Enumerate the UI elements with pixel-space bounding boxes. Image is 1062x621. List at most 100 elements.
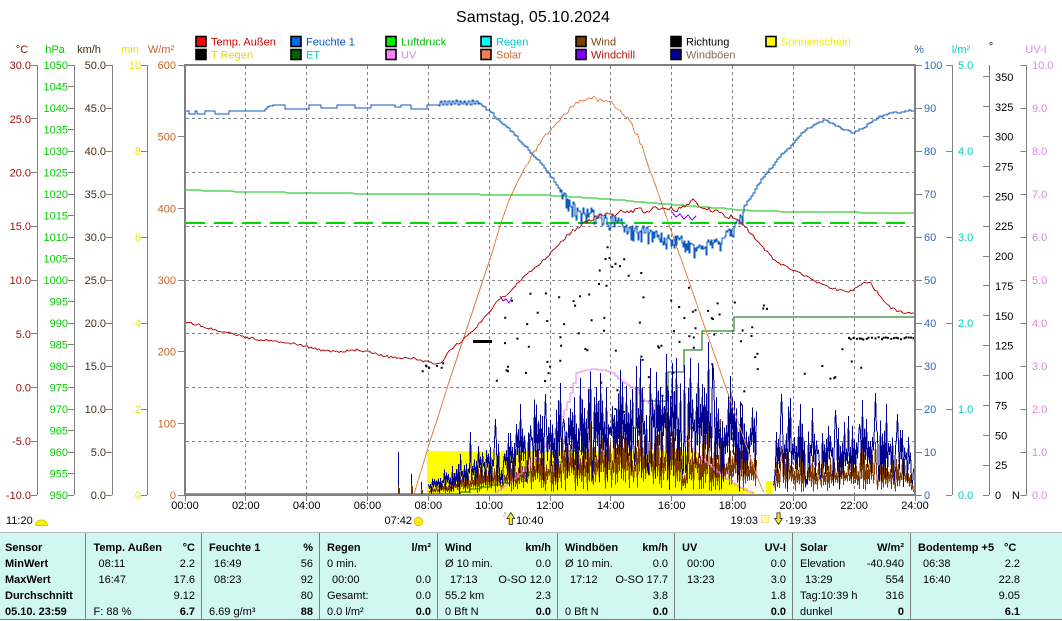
svg-text:10: 10 — [924, 447, 936, 459]
svg-text:5.0: 5.0 — [16, 329, 31, 341]
svg-text:6.7: 6.7 — [180, 606, 195, 618]
svg-text:Temp. Außen: Temp. Außen — [94, 542, 163, 554]
svg-text:-10.0: -10.0 — [6, 490, 31, 502]
svg-text:40.0: 40.0 — [85, 146, 106, 158]
svg-text:56: 56 — [301, 558, 313, 570]
svg-text:1035: 1035 — [44, 125, 68, 137]
svg-text:125: 125 — [995, 341, 1013, 353]
svg-text:l/m²: l/m² — [411, 542, 431, 554]
svg-text:5.0: 5.0 — [91, 447, 106, 459]
svg-text:16:40: 16:40 — [923, 574, 951, 586]
svg-text:990: 990 — [50, 318, 68, 330]
svg-text:06:00: 06:00 — [354, 500, 382, 512]
svg-text:02:00: 02:00 — [232, 500, 260, 512]
svg-text:25: 25 — [995, 460, 1007, 472]
svg-text:20.0: 20.0 — [85, 318, 106, 330]
svg-text:150: 150 — [995, 311, 1013, 323]
svg-text:17:12: 17:12 — [570, 574, 598, 586]
svg-text:Bodentemp +5: Bodentemp +5 — [918, 542, 994, 554]
svg-text:35.0: 35.0 — [85, 189, 106, 201]
svg-text:UV-I: UV-I — [765, 542, 786, 554]
svg-text:N: N — [1012, 490, 1020, 502]
svg-text:00:00: 00:00 — [171, 500, 199, 512]
svg-text:Solar: Solar — [496, 50, 522, 62]
svg-text:min: min — [121, 44, 139, 56]
svg-text:30.0: 30.0 — [85, 232, 106, 244]
svg-text:Windböen: Windböen — [686, 50, 736, 62]
svg-text:1045: 1045 — [44, 82, 68, 94]
svg-text:0.0: 0.0 — [771, 606, 786, 618]
svg-text:22:00: 22:00 — [840, 500, 868, 512]
svg-text:°C: °C — [1004, 542, 1016, 554]
svg-text:MinWert: MinWert — [5, 558, 49, 570]
svg-text:80: 80 — [924, 146, 936, 158]
svg-text:4.0: 4.0 — [1032, 318, 1047, 330]
svg-text:km/h: km/h — [642, 542, 668, 554]
svg-text:Sonnenschein: Sonnenschein — [781, 37, 851, 49]
svg-text:Temp. Außen: Temp. Außen — [211, 37, 276, 49]
svg-text:1050: 1050 — [44, 60, 68, 72]
svg-text:955: 955 — [50, 469, 68, 481]
svg-text:1015: 1015 — [44, 211, 68, 223]
svg-text:0.0: 0.0 — [771, 558, 786, 570]
svg-text:100: 100 — [995, 371, 1013, 383]
svg-text:6.1: 6.1 — [1005, 606, 1020, 618]
svg-text:50: 50 — [924, 275, 936, 287]
svg-text:0 min.: 0 min. — [327, 558, 357, 570]
svg-text:06:38: 06:38 — [923, 558, 951, 570]
svg-text:UV: UV — [682, 542, 698, 554]
svg-text:1020: 1020 — [44, 189, 68, 201]
svg-text:0: 0 — [898, 606, 904, 618]
svg-text:88: 88 — [301, 606, 313, 618]
svg-text:Regen: Regen — [496, 37, 528, 49]
svg-text:25.0: 25.0 — [85, 275, 106, 287]
svg-text:Wind: Wind — [591, 37, 616, 49]
svg-text:25.0: 25.0 — [10, 114, 31, 126]
svg-text:1.0: 1.0 — [1032, 447, 1047, 459]
svg-text:2.2: 2.2 — [180, 558, 195, 570]
svg-text:Windböen: Windböen — [565, 542, 618, 554]
svg-text:ET: ET — [306, 50, 320, 62]
svg-text:08:11: 08:11 — [99, 558, 126, 570]
svg-text:5.0: 5.0 — [958, 60, 973, 72]
svg-text:Richtung: Richtung — [686, 37, 729, 49]
svg-text:995: 995 — [50, 297, 68, 309]
svg-text:50.0: 50.0 — [85, 60, 106, 72]
svg-text:00:00: 00:00 — [332, 574, 360, 586]
svg-text:3.0: 3.0 — [771, 574, 786, 586]
svg-text:950: 950 — [50, 490, 68, 502]
svg-text:4.0: 4.0 — [958, 146, 973, 158]
svg-text:40: 40 — [924, 318, 936, 330]
svg-text:225: 225 — [995, 221, 1013, 233]
svg-text:1040: 1040 — [44, 103, 68, 115]
svg-text:0: 0 — [924, 490, 930, 502]
svg-text:Regen: Regen — [327, 542, 361, 554]
svg-text:60: 60 — [924, 232, 936, 244]
svg-text:20: 20 — [924, 404, 936, 416]
svg-text:UV: UV — [401, 50, 417, 62]
svg-text:325: 325 — [995, 102, 1013, 114]
svg-text:%: % — [914, 44, 924, 56]
svg-text:07:42: 07:42 — [384, 515, 412, 527]
svg-text:1010: 1010 — [44, 232, 68, 244]
svg-text:Solar: Solar — [800, 542, 828, 554]
svg-text:0.0: 0.0 — [958, 490, 973, 502]
svg-text:0: 0 — [995, 490, 1001, 502]
svg-text:2: 2 — [135, 404, 141, 416]
svg-text:-40.940: -40.940 — [867, 558, 904, 570]
svg-text:80: 80 — [301, 590, 313, 602]
svg-text:0.0: 0.0 — [536, 606, 551, 618]
svg-text:9.0: 9.0 — [1032, 103, 1047, 115]
svg-text:3.8: 3.8 — [653, 590, 668, 602]
svg-text:08:00: 08:00 — [415, 500, 443, 512]
svg-text:500: 500 — [158, 132, 176, 144]
svg-text:9.12: 9.12 — [174, 590, 195, 602]
svg-text:Luftdruck: Luftdruck — [401, 37, 447, 49]
svg-text:10.0: 10.0 — [10, 275, 31, 287]
svg-text:Elevation: Elevation — [800, 558, 845, 570]
svg-text:Tag:10:39 h: Tag:10:39 h — [800, 590, 858, 602]
svg-text:90: 90 — [924, 103, 936, 115]
svg-text:15.0: 15.0 — [10, 221, 31, 233]
svg-text:19:03: 19:03 — [730, 515, 758, 527]
svg-text:16:00: 16:00 — [658, 500, 686, 512]
